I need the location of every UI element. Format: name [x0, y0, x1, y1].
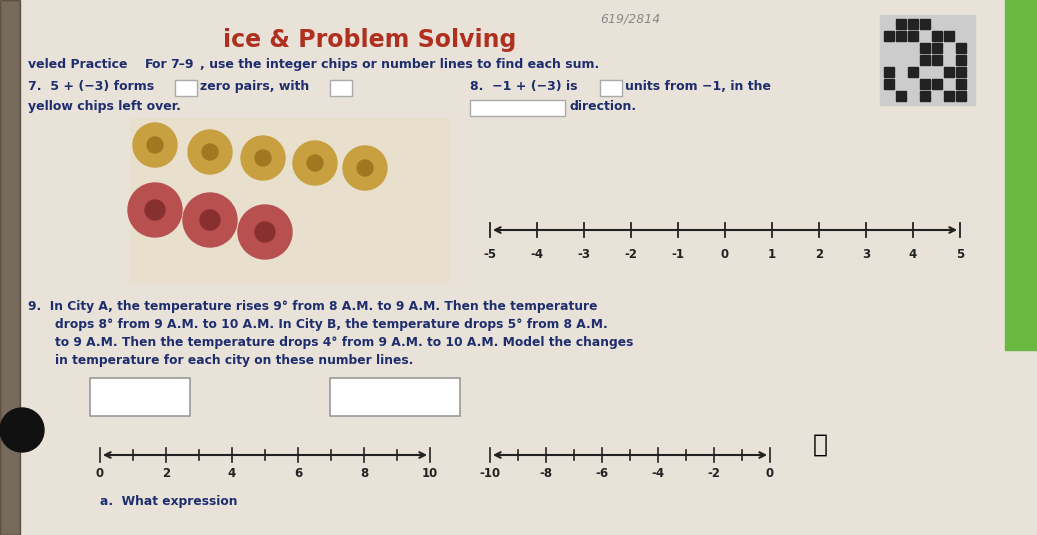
Text: -4: -4	[651, 467, 665, 480]
Text: veled Practice: veled Practice	[28, 58, 128, 71]
Text: -6: -6	[595, 467, 609, 480]
Text: 0: 0	[96, 467, 104, 480]
Text: units from −1, in the: units from −1, in the	[625, 80, 770, 93]
Text: -8: -8	[539, 467, 553, 480]
Text: -2: -2	[624, 248, 638, 261]
Circle shape	[200, 210, 220, 230]
Text: 3: 3	[862, 248, 870, 261]
Text: -3: -3	[578, 248, 590, 261]
Circle shape	[239, 205, 292, 259]
Bar	[920, 79, 930, 89]
Text: yellow chips left over.: yellow chips left over.	[28, 100, 180, 113]
Bar	[600, 80, 622, 96]
Bar	[956, 55, 966, 65]
Text: -5: -5	[483, 248, 497, 261]
Bar	[330, 80, 352, 96]
Circle shape	[293, 141, 337, 185]
Text: 🦟: 🦟	[813, 433, 828, 457]
Text: 9.  In City A, the temperature rises 9° from 8 A.M. to 9 A.M. Then the temperatu: 9. In City A, the temperature rises 9° f…	[28, 300, 597, 313]
Bar	[175, 80, 197, 96]
Bar	[944, 31, 954, 41]
Bar	[1005, 0, 1037, 350]
Text: zero pairs, with: zero pairs, with	[200, 80, 309, 93]
Text: -1: -1	[672, 248, 684, 261]
Circle shape	[145, 200, 165, 220]
Bar	[470, 100, 565, 116]
Text: 4: 4	[908, 248, 917, 261]
Text: 0: 0	[721, 248, 729, 261]
Circle shape	[202, 144, 218, 160]
Text: 6: 6	[293, 467, 302, 480]
Bar	[956, 91, 966, 101]
Bar	[932, 55, 942, 65]
Text: direction.: direction.	[570, 100, 637, 113]
Bar	[130, 118, 450, 283]
Bar	[920, 91, 930, 101]
Text: 1: 1	[768, 248, 776, 261]
Bar	[880, 15, 975, 105]
Bar	[932, 79, 942, 89]
Text: 4: 4	[228, 467, 236, 480]
Bar	[920, 43, 930, 53]
Text: 7–9: 7–9	[170, 58, 194, 71]
Bar	[920, 55, 930, 65]
Bar	[896, 19, 906, 29]
Bar	[896, 31, 906, 41]
Text: 0: 0	[766, 467, 774, 480]
Bar	[956, 79, 966, 89]
Text: , use the integer chips or number lines to find each sum.: , use the integer chips or number lines …	[200, 58, 599, 71]
Circle shape	[255, 150, 271, 166]
Circle shape	[307, 155, 323, 171]
Bar	[896, 91, 906, 101]
Bar	[944, 67, 954, 77]
Bar	[908, 67, 918, 77]
Bar	[920, 19, 930, 29]
Text: -10: -10	[479, 467, 501, 480]
Bar	[944, 91, 954, 101]
Text: For: For	[145, 58, 168, 71]
Text: 2: 2	[162, 467, 170, 480]
Bar	[932, 31, 942, 41]
Circle shape	[128, 183, 183, 237]
Bar	[932, 43, 942, 53]
Circle shape	[133, 123, 177, 167]
Circle shape	[255, 222, 275, 242]
Text: 7.  5 + (−3) forms: 7. 5 + (−3) forms	[28, 80, 155, 93]
Bar	[956, 43, 966, 53]
Bar	[90, 378, 190, 416]
Circle shape	[188, 130, 232, 174]
Bar	[884, 31, 894, 41]
Bar	[884, 67, 894, 77]
Text: ice & Problem Solving: ice & Problem Solving	[223, 28, 516, 52]
Circle shape	[357, 160, 373, 176]
Text: -2: -2	[707, 467, 721, 480]
Text: 2: 2	[815, 248, 823, 261]
Circle shape	[241, 136, 285, 180]
Text: a.  What expression: a. What expression	[100, 495, 237, 508]
Bar	[884, 79, 894, 89]
Text: in temperature for each city on these number lines.: in temperature for each city on these nu…	[55, 354, 414, 367]
Text: to 9 A.M. Then the temperature drops 4° from 9 A.M. to 10 A.M. Model the changes: to 9 A.M. Then the temperature drops 4° …	[55, 336, 634, 349]
Circle shape	[147, 137, 163, 153]
Text: -4: -4	[531, 248, 543, 261]
Circle shape	[0, 408, 44, 452]
Bar	[908, 31, 918, 41]
Text: 8: 8	[360, 467, 368, 480]
Bar	[908, 19, 918, 29]
Bar	[956, 67, 966, 77]
Circle shape	[343, 146, 387, 190]
Bar	[330, 378, 460, 416]
Circle shape	[183, 193, 237, 247]
Text: drops 8° from 9 A.M. to 10 A.M. In City B, the temperature drops 5° from 8 A.M.: drops 8° from 9 A.M. to 10 A.M. In City …	[55, 318, 608, 331]
Text: 8.  −1 + (−3) is: 8. −1 + (−3) is	[470, 80, 578, 93]
Text: 5: 5	[956, 248, 964, 261]
Text: 10: 10	[422, 467, 438, 480]
Bar	[0, 0, 20, 535]
Text: 619/2814: 619/2814	[599, 12, 661, 25]
